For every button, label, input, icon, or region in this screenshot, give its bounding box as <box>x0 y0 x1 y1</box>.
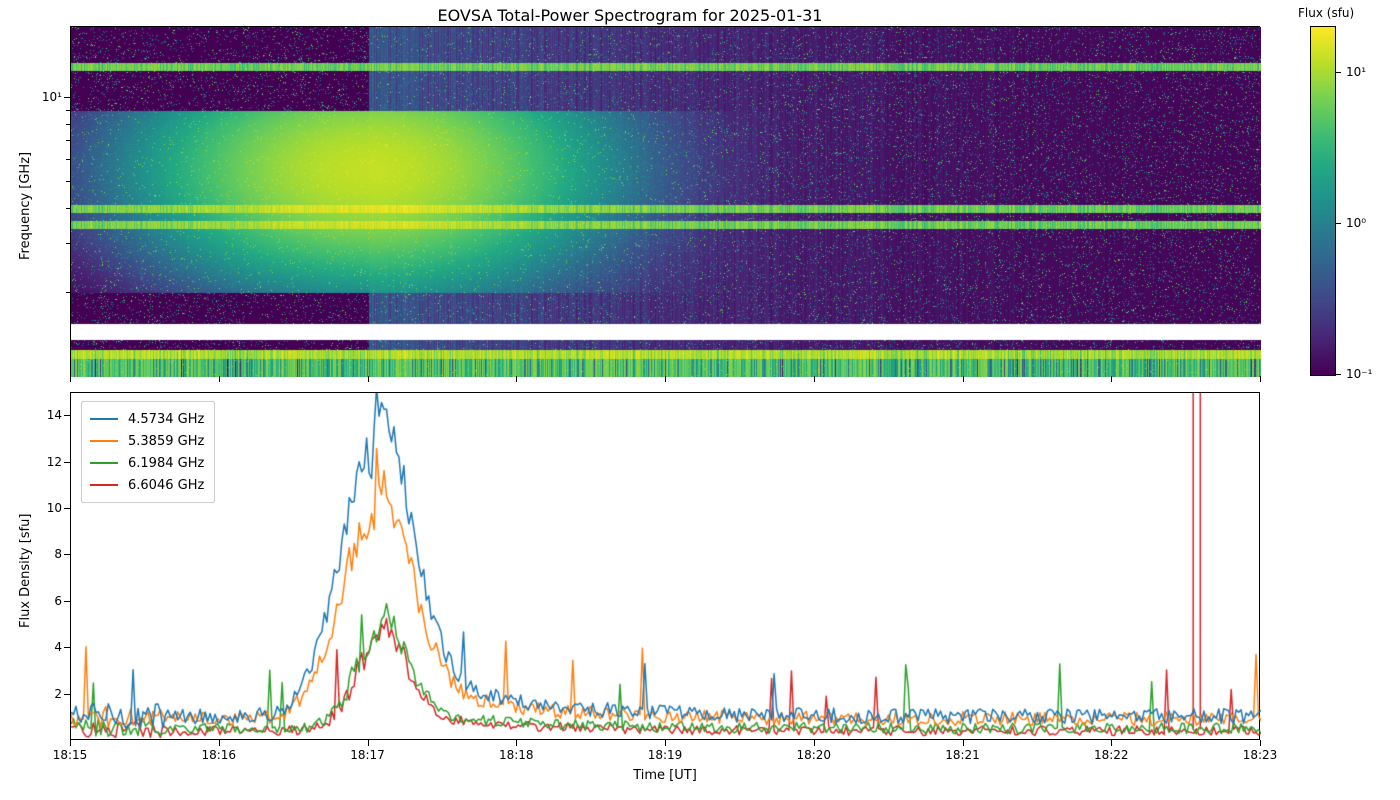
spec-xtickmark <box>1111 376 1112 382</box>
lineplot-canvas <box>71 393 1261 741</box>
spec-ytickmark-minor <box>66 159 70 160</box>
lineplot-xtickmark <box>70 740 71 746</box>
spec-ytick-label: 10¹ <box>34 90 62 104</box>
legend-entry: 5.3859 GHz <box>90 430 204 452</box>
xtick-label: 18:20 <box>796 748 831 762</box>
lineplot-legend: 4.5734 GHz 5.3859 GHz 6.1984 GHz 6.6046 GHz <box>81 401 215 503</box>
lineplot-ytickmark <box>64 508 70 509</box>
legend-line-swatch <box>90 440 118 442</box>
lineplot-ytick-label: 4 <box>38 640 62 654</box>
lineplot-xtickmark <box>368 740 369 746</box>
xtick-label: 18:23 <box>1243 748 1278 762</box>
colorbar <box>1310 26 1336 376</box>
lineplot-ytickmark <box>64 415 70 416</box>
spectrogram-heatmap <box>71 27 1261 377</box>
spec-ytickmark-minor <box>66 124 70 125</box>
spec-xtickmark <box>516 376 517 382</box>
xtick-label: 18:19 <box>648 748 683 762</box>
lineplot-ytickmark <box>64 462 70 463</box>
lineplot-ytick-label: 2 <box>38 687 62 701</box>
lineplot-xtickmark <box>516 740 517 746</box>
lineplot-ytickmark <box>64 554 70 555</box>
legend-label: 6.1984 GHz <box>128 456 204 471</box>
spec-ytickmark-minor <box>66 110 70 111</box>
spec-ytickmark-minor <box>66 292 70 293</box>
xtick-label: 18:15 <box>53 748 88 762</box>
figure-title: EOVSA Total-Power Spectrogram for 2025-0… <box>0 6 1260 25</box>
spec-ytickmark-minor <box>66 181 70 182</box>
lineplot-ytick-label: 12 <box>38 455 62 469</box>
spec-xtickmark <box>70 376 71 382</box>
figure: EOVSA Total-Power Spectrogram for 2025-0… <box>0 0 1400 800</box>
xtick-label: 18:21 <box>945 748 980 762</box>
legend-line-swatch <box>90 418 118 420</box>
lineplot-xtickmark <box>1111 740 1112 746</box>
colorbar-title: Flux (sfu) <box>1298 6 1354 20</box>
spec-ytickmark-minor <box>66 140 70 141</box>
lineplot-xtickmark <box>219 740 220 746</box>
spec-xtickmark <box>963 376 964 382</box>
xtick-label: 18:17 <box>350 748 385 762</box>
spec-xtickmark <box>368 376 369 382</box>
lineplot-xtickmark <box>665 740 666 746</box>
lineplot-ytick-label: 8 <box>38 547 62 561</box>
xtick-label: 18:18 <box>499 748 534 762</box>
colorbar-tickmark <box>1336 374 1341 375</box>
lineplot-ytick-label: 10 <box>38 501 62 515</box>
colorbar-gradient <box>1311 27 1335 375</box>
lineplot-xtickmark <box>1260 740 1261 746</box>
legend-label: 5.3859 GHz <box>128 434 204 449</box>
xtick-label: 18:16 <box>201 748 236 762</box>
spec-xtickmark <box>1260 376 1261 382</box>
spec-ytickmark-minor <box>66 208 70 209</box>
legend-line-swatch <box>90 484 118 486</box>
lineplot-ytickmark <box>64 694 70 695</box>
spectrogram-axes <box>70 26 1260 376</box>
xtick-label: 18:22 <box>1094 748 1129 762</box>
legend-entry: 6.1984 GHz <box>90 452 204 474</box>
lineplot-ytick-label: 14 <box>38 408 62 422</box>
lineplot-ytickmark <box>64 647 70 648</box>
legend-label: 6.6046 GHz <box>128 478 204 493</box>
legend-label: 4.5734 GHz <box>128 412 204 427</box>
colorbar-tick-label: 10⁰ <box>1346 216 1366 230</box>
spec-ytickmark <box>64 97 70 98</box>
lineplot-xtickmark <box>963 740 964 746</box>
lineplot-ytick-label: 6 <box>38 594 62 608</box>
colorbar-tickmark <box>1336 72 1341 73</box>
spectrogram-ylabel: Frequency [GHz] <box>18 152 33 260</box>
lineplot-axes: 4.5734 GHz 5.3859 GHz 6.1984 GHz 6.6046 GHz <box>70 392 1260 740</box>
legend-entry: 4.5734 GHz <box>90 408 204 430</box>
spec-ytickmark-minor <box>66 243 70 244</box>
spec-xtickmark <box>814 376 815 382</box>
lineplot-ytickmark <box>64 601 70 602</box>
spec-xtickmark <box>665 376 666 382</box>
lineplot-xlabel: Time [UT] <box>70 768 1260 783</box>
colorbar-tick-label: 10⁻¹ <box>1346 367 1372 381</box>
legend-line-swatch <box>90 462 118 464</box>
colorbar-tickmark <box>1336 223 1341 224</box>
lineplot-xtickmark <box>814 740 815 746</box>
spec-xtickmark <box>219 376 220 382</box>
legend-entry: 6.6046 GHz <box>90 474 204 496</box>
lineplot-ylabel: Flux Density [sfu] <box>18 514 33 628</box>
colorbar-tick-label: 10¹ <box>1346 65 1366 79</box>
